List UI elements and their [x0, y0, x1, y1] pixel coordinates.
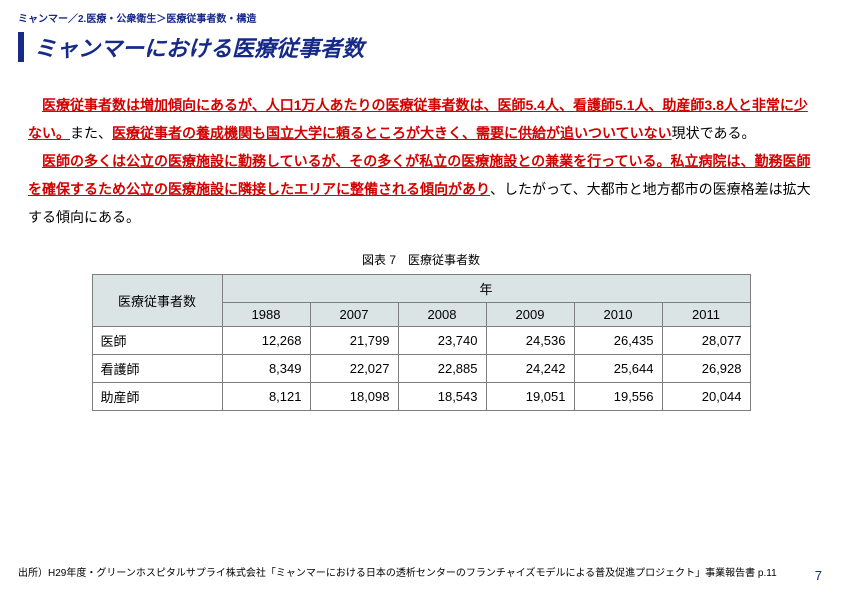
cell: 20,044: [662, 383, 750, 411]
row-label: 医師: [92, 327, 222, 355]
body-paragraphs: 医療従事者数は増加傾向にあるが、人口1万人あたりの医療従事者数は、医師5.4人、…: [0, 91, 842, 231]
row-label: 看護師: [92, 355, 222, 383]
cell: 19,051: [486, 383, 574, 411]
cell: 21,799: [310, 327, 398, 355]
row-label: 助産師: [92, 383, 222, 411]
table-wrapper: 医療従事者数 年 1988 2007 2008 2009 2010 2011 医…: [0, 274, 842, 411]
cell: 26,435: [574, 327, 662, 355]
cell: 8,349: [222, 355, 310, 383]
source-citation: 出所）H29年度・グリーンホスピタルサプライ株式会社「ミャンマーにおける日本の透…: [18, 566, 778, 581]
table-caption: 図表 7 医療従事者数: [0, 251, 842, 268]
text-plain-1: また、: [70, 125, 112, 141]
data-table: 医療従事者数 年 1988 2007 2008 2009 2010 2011 医…: [92, 274, 751, 411]
paragraph-1: 医療従事者数は増加傾向にあるが、人口1万人あたりの医療従事者数は、医師5.4人、…: [28, 91, 814, 147]
cell: 18,098: [310, 383, 398, 411]
cell: 22,027: [310, 355, 398, 383]
breadcrumb: ミャンマー／2.医療・公衆衛生＞医療従事者数・構造: [0, 0, 842, 31]
text-plain-2: 現状である。: [672, 125, 756, 141]
year-header: 2007: [310, 303, 398, 327]
cell: 22,885: [398, 355, 486, 383]
cell: 25,644: [574, 355, 662, 383]
col-header-year: 年: [222, 275, 750, 303]
cell: 8,121: [222, 383, 310, 411]
page-number: 7: [815, 568, 822, 583]
paragraph-2: 医師の多くは公立の医療施設に勤務しているが、その多くが私立の医療施設との兼業を行…: [28, 147, 814, 231]
cell: 24,536: [486, 327, 574, 355]
title-accent-bar: [18, 32, 24, 62]
table-row: 看護師 8,349 22,027 22,885 24,242 25,644 26…: [92, 355, 750, 383]
cell: 28,077: [662, 327, 750, 355]
year-header: 1988: [222, 303, 310, 327]
col-header-category: 医療従事者数: [92, 275, 222, 327]
page-title: ミャンマーにおける医療従事者数: [34, 31, 364, 63]
year-header: 2011: [662, 303, 750, 327]
cell: 26,928: [662, 355, 750, 383]
cell: 12,268: [222, 327, 310, 355]
table-row: 助産師 8,121 18,098 18,543 19,051 19,556 20…: [92, 383, 750, 411]
year-header: 2010: [574, 303, 662, 327]
year-header: 2008: [398, 303, 486, 327]
cell: 23,740: [398, 327, 486, 355]
table-row: 医療従事者数 年: [92, 275, 750, 303]
highlight-2: 医療従事者の養成機関も国立大学に頼るところが大きく、需要に供給が追いついていない: [112, 125, 672, 141]
cell: 18,543: [398, 383, 486, 411]
cell: 24,242: [486, 355, 574, 383]
page-title-row: ミャンマーにおける医療従事者数: [0, 31, 842, 63]
year-header: 2009: [486, 303, 574, 327]
cell: 19,556: [574, 383, 662, 411]
table-row: 医師 12,268 21,799 23,740 24,536 26,435 28…: [92, 327, 750, 355]
